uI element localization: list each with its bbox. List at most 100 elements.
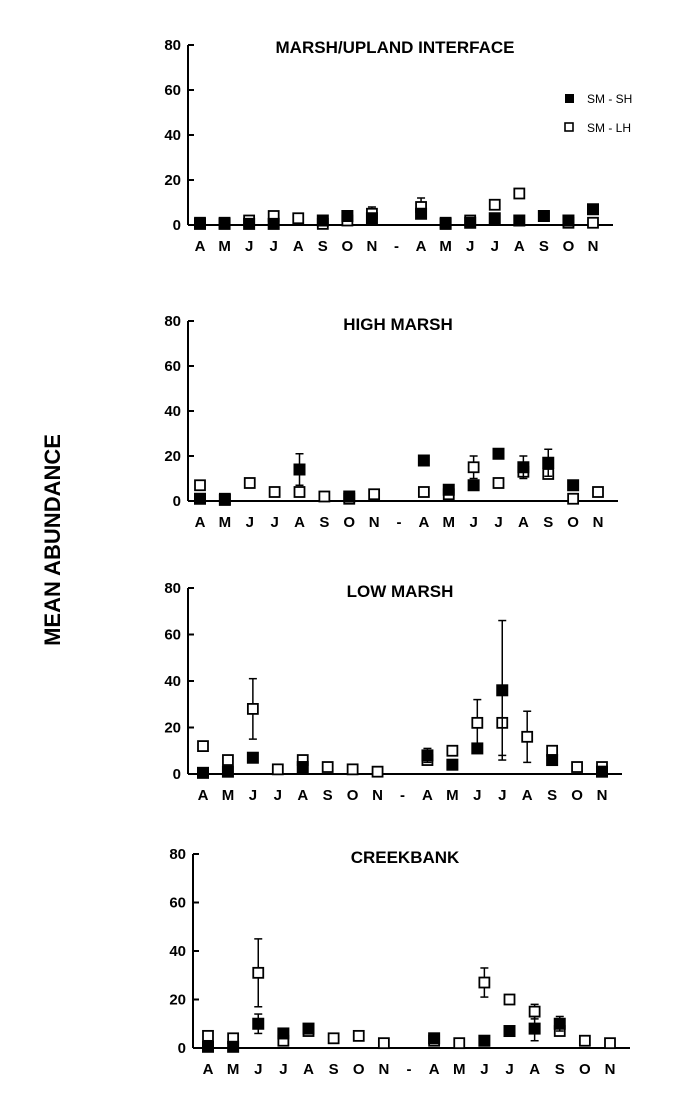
data-point-sm-sh: [267, 217, 280, 230]
x-tick-label: J: [274, 787, 282, 804]
x-tick-label: O: [571, 787, 583, 804]
x-tick-label: A: [416, 238, 427, 255]
data-point-sm-sh: [302, 1022, 315, 1035]
x-tick-label: N: [367, 238, 378, 255]
data-point-sm-sh: [415, 207, 428, 220]
x-tick-label: N: [369, 514, 380, 531]
data-point-sm-lh: [567, 492, 580, 505]
data-point-sm-sh: [365, 212, 378, 225]
y-tick-label: 60: [164, 627, 181, 644]
data-point-sm-sh: [587, 203, 599, 216]
y-tick-label: 80: [164, 313, 181, 330]
y-tick-label: 40: [169, 943, 186, 960]
data-point-sm-lh: [318, 490, 331, 503]
data-point-sm-lh: [417, 486, 430, 498]
data-point-sm-sh: [252, 1017, 265, 1030]
data-point-sm-lh: [202, 1029, 214, 1042]
data-point-sm-lh: [292, 212, 305, 225]
data-point-sm-lh: [592, 486, 604, 498]
y-tick-label: 40: [164, 127, 181, 144]
x-tick-label: A: [294, 514, 305, 531]
data-point-sm-sh: [428, 1032, 441, 1045]
data-point-sm-lh: [222, 754, 234, 766]
data-point-sm-sh: [446, 758, 459, 771]
x-tick-label: J: [279, 1061, 287, 1078]
data-point-sm-lh: [521, 730, 534, 743]
y-tick-label: 0: [178, 1040, 186, 1057]
data-point-sm-sh: [496, 684, 509, 697]
data-point-sm-lh: [492, 477, 505, 489]
data-point-sm-lh: [252, 966, 265, 979]
data-point-sm-sh: [503, 1025, 516, 1038]
panel-title: MARSH/UPLAND INTERFACE: [276, 38, 515, 57]
data-point-sm-sh: [471, 742, 484, 755]
data-point-sm-sh: [243, 217, 256, 230]
data-point-sm-lh: [604, 1037, 616, 1050]
data-point-sm-sh: [517, 461, 530, 474]
x-tick-label: O: [347, 787, 359, 804]
x-tick-label: -: [397, 514, 402, 531]
data-point-sm-sh: [341, 210, 354, 222]
panel-title: LOW MARSH: [347, 582, 454, 601]
data-point-sm-lh: [453, 1037, 466, 1050]
data-point-sm-sh: [218, 493, 231, 506]
legend-marker-sm-sh: [565, 94, 574, 103]
data-point-sm-sh: [439, 217, 452, 230]
x-tick-label: -: [400, 787, 405, 804]
data-point-sm-lh: [293, 486, 306, 498]
data-point-sm-sh: [221, 765, 234, 778]
x-tick-label: O: [343, 514, 355, 531]
x-tick-label: M: [218, 238, 231, 255]
y-tick-label: 20: [164, 720, 181, 737]
data-point-sm-sh: [513, 214, 526, 227]
y-tick-label: 40: [164, 403, 181, 420]
data-point-sm-lh: [352, 1029, 365, 1042]
x-tick-label: A: [195, 238, 206, 255]
data-point-sm-lh: [268, 486, 281, 498]
data-point-sm-sh: [537, 210, 550, 222]
x-tick-label: S: [329, 1061, 339, 1078]
data-point-sm-lh: [377, 1037, 390, 1050]
data-point-sm-sh: [464, 216, 477, 229]
x-tick-label: J: [494, 514, 502, 531]
data-point-sm-lh: [513, 187, 526, 200]
data-point-sm-lh: [197, 740, 209, 752]
x-tick-label: O: [567, 514, 579, 531]
x-tick-label: S: [539, 238, 549, 255]
x-tick-label: A: [529, 1061, 540, 1078]
x-tick-label: J: [270, 238, 278, 255]
x-tick-label: J: [491, 238, 499, 255]
data-point-sm-lh: [194, 479, 206, 492]
x-tick-label: J: [270, 514, 278, 531]
data-point-sm-sh: [246, 751, 259, 764]
data-point-sm-sh: [421, 749, 434, 762]
y-tick-label: 20: [164, 172, 181, 189]
x-tick-label: N: [597, 787, 608, 804]
x-tick-label: J: [505, 1061, 513, 1078]
data-point-sm-sh: [467, 479, 480, 492]
x-tick-label: A: [418, 514, 429, 531]
x-tick-label: -: [394, 238, 399, 255]
x-tick-label: J: [473, 787, 481, 804]
x-tick-label: S: [547, 787, 557, 804]
x-tick-label: J: [245, 238, 253, 255]
x-tick-label: A: [303, 1061, 314, 1078]
x-tick-label: A: [297, 787, 308, 804]
x-tick-label: N: [593, 514, 604, 531]
y-tick-label: 60: [164, 82, 181, 99]
y-tick-label: 80: [164, 580, 181, 597]
x-tick-label: M: [227, 1061, 240, 1078]
x-tick-label: O: [353, 1061, 365, 1078]
data-point-sm-sh: [488, 212, 501, 225]
data-point-sm-lh: [327, 1032, 340, 1045]
legend-label-sm-sh: SM - SH: [587, 92, 632, 106]
x-tick-label: S: [319, 514, 329, 531]
x-tick-label: J: [480, 1061, 488, 1078]
panel-title: HIGH MARSH: [343, 315, 453, 334]
data-point-sm-lh: [488, 198, 501, 211]
data-point-sm-lh: [246, 703, 259, 715]
x-tick-label: -: [407, 1061, 412, 1078]
data-point-sm-sh: [562, 214, 575, 227]
